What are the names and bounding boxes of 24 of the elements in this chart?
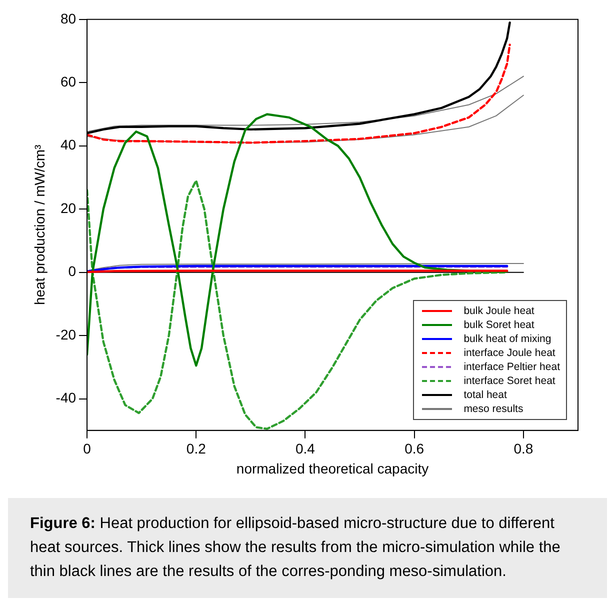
legend-label: interface Joule heat: [464, 347, 556, 359]
legend-label: bulk Joule heat: [464, 305, 534, 317]
x-tick-label: 0: [83, 440, 92, 457]
line-series: [87, 44, 511, 144]
y-tick-label: -40: [56, 390, 76, 406]
caption: Figure 6: Heat production for ellipsoid-based micro-structure due to different heat sources. Thick lines show the results from the micro-simulation while the thin black lines are the results of the corres-ponding meso-simulation.: [8, 498, 607, 598]
y-tick-label: 20: [60, 200, 76, 216]
legend-label: bulk Soret heat: [464, 319, 534, 331]
y-tick-label: 0: [68, 263, 76, 280]
legend-label: interface Peltier heat: [464, 361, 560, 373]
y-tick-label: -20: [56, 326, 76, 342]
x-tick-label: 0.2: [186, 440, 206, 457]
y-tick-label: 80: [60, 10, 76, 26]
x-tick-label: 0.6: [404, 440, 424, 457]
y-tick-label: 40: [60, 136, 76, 153]
legend-label: interface Soret heat: [464, 375, 556, 387]
x-axis-title: normalized theoretical capacity: [236, 460, 429, 476]
y-axis-title: heat production / mW/cm³: [31, 144, 48, 306]
x-tick-label: 0.4: [296, 440, 316, 457]
legend-label: bulk heat of mixing: [464, 333, 552, 345]
legend-label: meso results: [464, 403, 524, 415]
legend-label: total heat: [464, 389, 507, 401]
y-tick-label: 60: [60, 73, 76, 90]
x-tick-label: 0.8: [514, 440, 534, 457]
